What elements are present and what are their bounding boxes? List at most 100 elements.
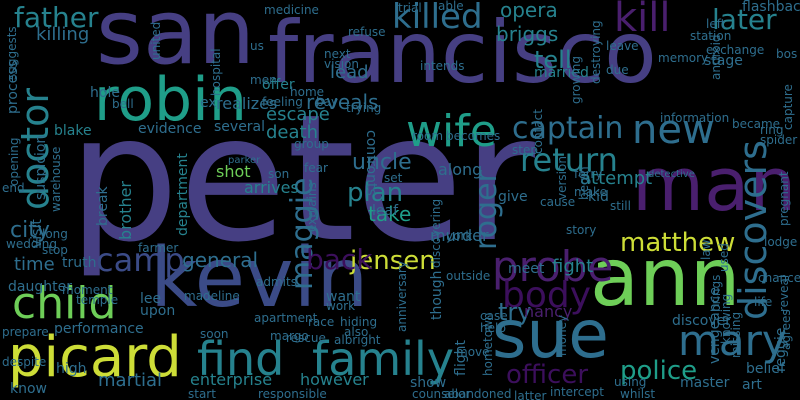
cloud-word: farmer: [138, 241, 179, 255]
cloud-word: us: [250, 39, 264, 53]
cloud-word: long: [42, 227, 68, 241]
cloud-word: york: [446, 229, 473, 243]
cloud-word: apartment: [254, 311, 318, 325]
cloud-word: martial: [98, 370, 163, 391]
cloud-word: lee: [140, 291, 162, 307]
cloud-word: brother: [116, 180, 135, 240]
cloud-word: help: [480, 321, 506, 335]
cloud-word: used: [717, 243, 731, 272]
cloud-word: break: [95, 186, 111, 226]
cloud-word: life: [754, 295, 773, 309]
cloud-word: stop: [42, 243, 68, 257]
cloud-word: ferry: [574, 167, 603, 181]
cloud-word: father: [14, 1, 99, 34]
cloud-word: truth: [62, 255, 97, 271]
cloud-word: killed: [392, 0, 483, 37]
cloud-word: back: [306, 243, 373, 276]
cloud-word: step: [512, 143, 538, 157]
cloud-word: discovering: [429, 198, 443, 268]
cloud-word: body: [502, 275, 592, 316]
cloud-word: able: [438, 0, 464, 13]
cloud-word: soon: [200, 327, 229, 341]
cloud-word: family: [312, 332, 454, 386]
cloud-word: station: [690, 29, 732, 43]
cloud-word: along: [438, 160, 483, 179]
cloud-word: matthew: [620, 228, 736, 258]
cloud-word: married: [534, 65, 589, 81]
cloud-word: vision: [324, 57, 359, 71]
cloud-word: though: [429, 270, 445, 320]
cloud-word: version: [555, 156, 569, 200]
cloud-word: meet: [508, 261, 545, 277]
cloud-word: memory: [658, 51, 709, 65]
cloud-word: san: [96, 0, 256, 85]
cloud-word: bell: [112, 97, 134, 111]
cloud-word: medicine: [264, 3, 319, 17]
cloud-word: refuse: [348, 25, 386, 39]
cloud-word: police: [620, 356, 698, 386]
cloud-word: art: [742, 377, 762, 393]
cloud-word: group: [294, 137, 329, 151]
cloud-word: using: [614, 375, 647, 389]
cloud-word: detective: [648, 169, 695, 180]
cloud-word: temple: [76, 293, 119, 307]
cloud-word: later: [712, 3, 777, 36]
cloud-word: killing: [36, 24, 90, 45]
cloud-word: destroying: [589, 20, 603, 84]
cloud-word: hole: [90, 85, 120, 101]
cloud-word: parker: [228, 155, 261, 166]
cloud-word: wedding: [6, 237, 57, 251]
cloud-word: whilst: [620, 387, 656, 400]
cloud-word: discover: [672, 313, 731, 329]
cloud-word: take: [368, 202, 412, 226]
cloud-word: suspicion: [33, 134, 49, 200]
cloud-word: probe: [492, 242, 614, 291]
cloud-word: warehouse: [49, 146, 63, 212]
cloud-word: briggs: [496, 22, 559, 46]
cloud-word: return: [520, 141, 618, 179]
cloud-word: confronts: [363, 130, 379, 196]
cloud-word: spider: [760, 133, 798, 147]
cloud-word: agrees: [779, 309, 793, 350]
cloud-word: belief: [746, 361, 785, 377]
cloud-word: leaf: [372, 203, 399, 219]
cloud-word: wife: [406, 106, 497, 157]
cloud-word: camp: [96, 241, 185, 279]
cloud-word: madeline: [184, 289, 240, 303]
cloud-word: home: [290, 85, 325, 99]
cloud-word: latter: [514, 389, 547, 400]
cloud-word: tell: [534, 46, 572, 74]
cloud-word: work: [326, 299, 356, 313]
cloud-word: flashback: [742, 0, 800, 15]
cloud-word: united: [149, 21, 163, 60]
cloud-word: peter: [68, 78, 535, 281]
cloud-word: sue: [492, 296, 609, 373]
cloud-word: want: [326, 289, 361, 305]
cloud-word: master: [680, 375, 730, 391]
cloud-word: lead: [330, 62, 369, 83]
cloud-word: however: [300, 370, 369, 389]
cloud-word: rescue: [286, 331, 326, 345]
cloud-word: make: [574, 185, 607, 199]
cloud-word: also: [344, 325, 369, 339]
cloud-word: child: [12, 278, 117, 329]
cloud-word: outside: [446, 269, 491, 283]
cloud-word: department: [175, 153, 191, 236]
cloud-word: escape: [266, 104, 330, 125]
cloud-word: due: [606, 63, 629, 77]
cloud-word: daughter: [8, 279, 72, 295]
cloud-word: upon: [140, 303, 176, 319]
cloud-word: time: [14, 254, 55, 275]
cloud-word: trial: [398, 1, 422, 15]
cloud-word: still: [610, 199, 631, 213]
cloud-word: start: [188, 387, 216, 400]
cloud-word: law: [699, 239, 713, 260]
cloud-word: explains: [305, 182, 319, 232]
cloud-word: bay: [316, 95, 339, 109]
cloud-word: became: [732, 117, 781, 131]
cloud-word: reveals: [306, 90, 379, 114]
cloud-word: attempt: [580, 168, 653, 189]
cloud-word: counselor: [412, 387, 471, 400]
cloud-word: admits: [256, 275, 297, 289]
